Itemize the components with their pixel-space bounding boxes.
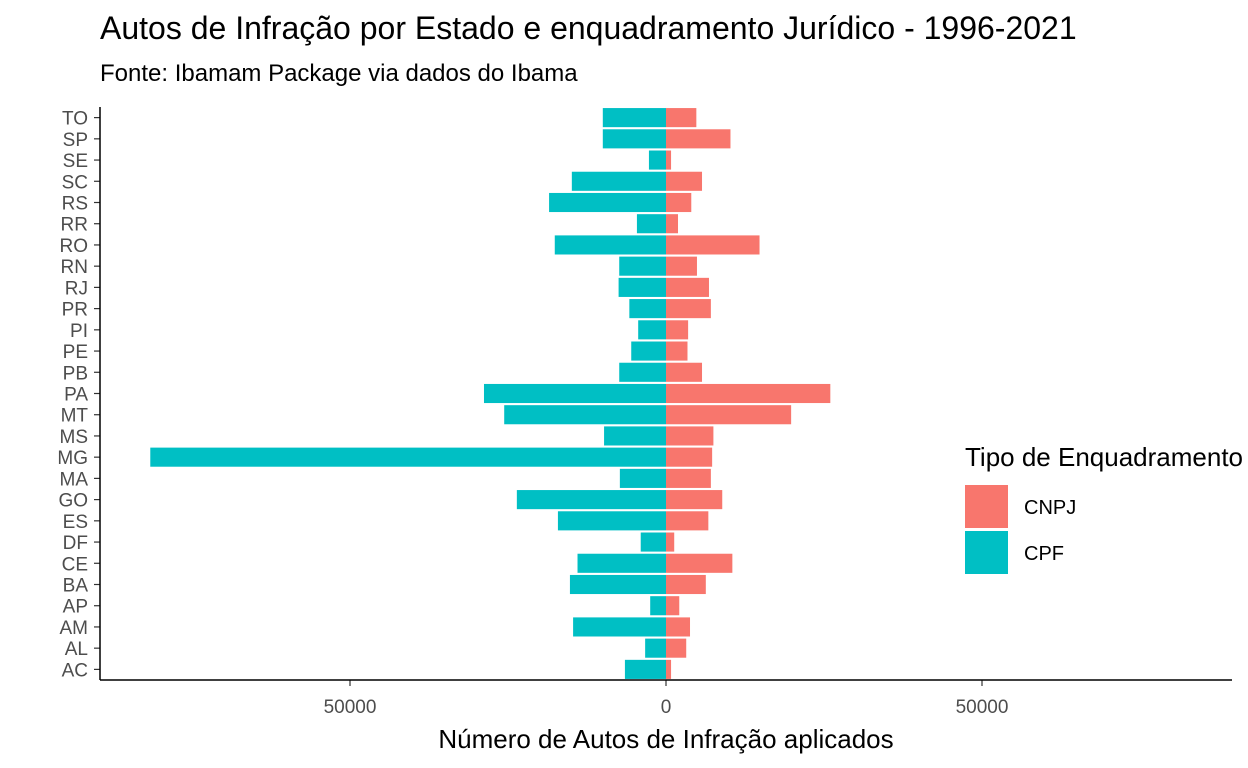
bar-cnpj-pa [666, 383, 831, 404]
bar-cpf-pb [619, 362, 666, 382]
bar-cpf-pe [631, 341, 666, 361]
bar-cnpj-rr [666, 214, 679, 234]
bar-cpf-sp [602, 129, 666, 149]
y-tick-label-pr: PR [62, 300, 88, 321]
legend-title: Tipo de Enquadramento [965, 442, 1243, 472]
legend-key-cnpj [965, 485, 1008, 528]
bar-cnpj-mt [666, 405, 792, 425]
bar-cnpj-ce [666, 553, 733, 573]
bar-cpf-ma [619, 468, 666, 488]
y-tick-label-ap: AP [63, 597, 88, 618]
x-tick-label: 0 [661, 697, 672, 718]
bar-cnpj-ap [666, 596, 680, 616]
y-tick-label-ba: BA [63, 576, 89, 597]
bar-cpf-go [516, 490, 666, 510]
bar-cpf-mg [150, 447, 667, 467]
y-tick-label-ms: MS [60, 427, 89, 448]
bar-cpf-ce [577, 553, 666, 573]
bars-group [150, 108, 831, 679]
bar-cnpj-df [666, 532, 675, 552]
y-tick-label-sp: SP [63, 130, 88, 151]
bar-cpf-sc [571, 171, 666, 191]
y-tick-label-pi: PI [70, 321, 88, 342]
bar-cnpj-rj [666, 277, 709, 297]
bar-cnpj-rn [666, 256, 697, 276]
legend-key-cpf [965, 531, 1008, 574]
bar-cnpj-go [666, 490, 723, 510]
bar-cpf-to [602, 108, 666, 128]
bar-cpf-al [645, 638, 666, 658]
bar-cpf-es [557, 511, 666, 531]
bar-cpf-ro [554, 235, 666, 255]
y-tick-label-al: AL [65, 639, 88, 660]
bar-cnpj-to [666, 108, 697, 128]
x-axis-title: Número de Autos de Infração aplicados [438, 724, 893, 754]
y-tick-label-rj: RJ [65, 278, 88, 299]
bar-cpf-ac [624, 659, 666, 679]
y-tick-label-rs: RS [62, 194, 88, 215]
bar-cpf-rn [619, 256, 666, 276]
bar-cpf-rj [618, 277, 666, 297]
bar-cnpj-es [666, 511, 709, 531]
bar-cpf-pa [483, 383, 666, 404]
y-tick-label-rn: RN [61, 257, 88, 278]
y-tick-label-to: TO [62, 109, 88, 130]
y-tick-label-pa: PA [64, 385, 88, 406]
bar-cpf-df [640, 532, 666, 552]
bar-cpf-pi [638, 320, 666, 340]
bar-cnpj-ba [666, 574, 706, 595]
bar-cnpj-sc [666, 171, 703, 191]
bar-cnpj-am [666, 617, 691, 637]
chart-subtitle: Fonte: Ibamam Package via dados do Ibama [100, 60, 578, 87]
bar-cpf-ap [650, 596, 666, 616]
bar-cnpj-pr [666, 299, 711, 319]
y-tick-label-se: SE [63, 151, 88, 172]
bar-cnpj-se [666, 150, 672, 170]
y-tick-label-pe: PE [63, 342, 88, 363]
bar-cnpj-rs [666, 192, 692, 213]
y-tick-label-ma: MA [60, 469, 89, 490]
bar-cnpj-ac [666, 659, 672, 679]
bar-cpf-pr [629, 299, 666, 319]
bar-cnpj-ma [666, 468, 711, 488]
bar-cnpj-pb [666, 362, 703, 382]
bar-cnpj-pe [666, 341, 688, 361]
y-tick-label-mg: MG [57, 448, 88, 469]
legend-label-cnpj: CNPJ [1024, 497, 1076, 519]
y-axis-ticks: ACALAMAPBACEDFESGOMAMGMSMTPAPBPEPIPRRJRN… [57, 109, 100, 681]
chart-title: Autos de Infração por Estado e enquadram… [100, 10, 1077, 46]
bar-cpf-ms [604, 426, 666, 446]
y-tick-label-ce: CE [62, 554, 88, 575]
y-tick-label-es: ES [63, 512, 88, 533]
y-tick-label-rr: RR [61, 215, 88, 236]
bar-cpf-rs [549, 192, 666, 213]
legend: Tipo de Enquadramento CNPJ CPF [965, 442, 1243, 574]
y-tick-label-mt: MT [61, 406, 89, 427]
bar-cnpj-mg [666, 447, 713, 467]
bar-cpf-se [648, 150, 666, 170]
bar-cnpj-pi [666, 320, 689, 340]
x-axis-ticks: 50000 0 50000 [324, 680, 1009, 718]
bar-cnpj-sp [666, 129, 731, 149]
legend-label-cpf: CPF [1024, 543, 1064, 565]
y-tick-label-ac: AC [62, 660, 88, 681]
x-tick-label: 50000 [324, 697, 377, 718]
y-tick-label-pb: PB [63, 363, 88, 384]
bar-cpf-mt [504, 405, 666, 425]
bar-cnpj-ro [666, 235, 760, 255]
bar-cnpj-al [666, 638, 687, 658]
bar-cpf-am [573, 617, 666, 637]
y-tick-label-df: DF [63, 533, 88, 554]
y-tick-label-am: AM [60, 618, 89, 639]
bar-cpf-rr [636, 214, 666, 234]
y-tick-label-ro: RO [60, 236, 89, 257]
y-tick-label-sc: SC [62, 172, 88, 193]
y-tick-label-go: GO [58, 491, 88, 512]
bar-cnpj-ms [666, 426, 714, 446]
x-tick-label: 50000 [956, 697, 1009, 718]
bar-cpf-ba [569, 574, 666, 595]
